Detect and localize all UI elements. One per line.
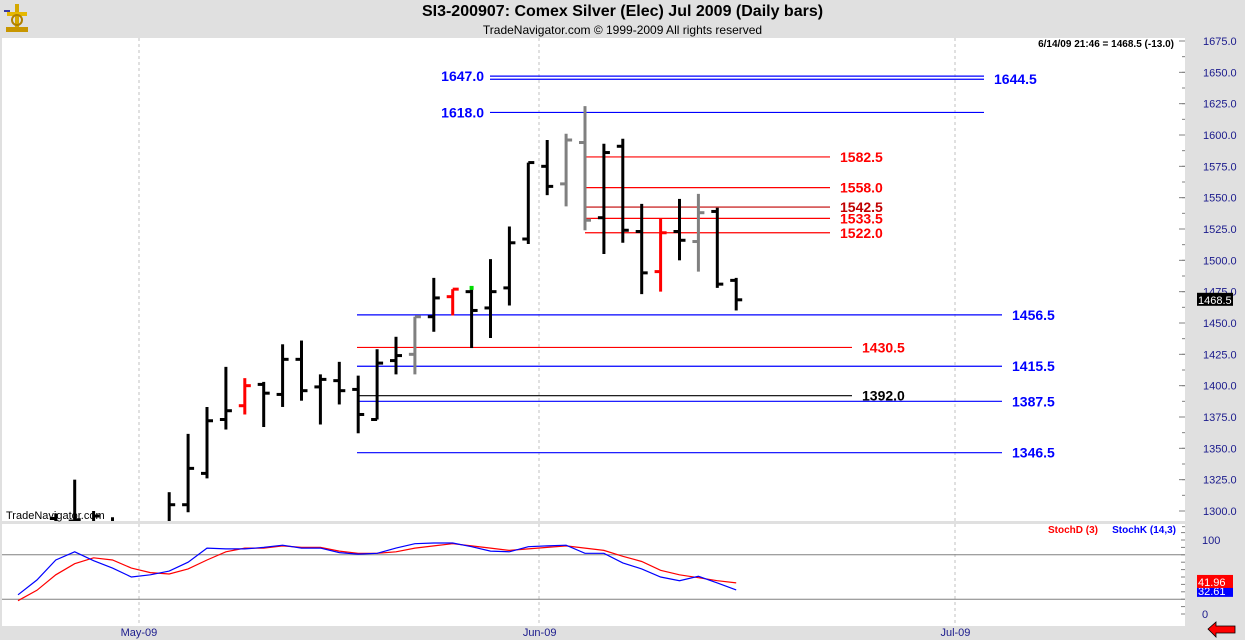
ohlc-bar bbox=[201, 406, 213, 479]
price-tick-label: 1350.0 bbox=[1203, 443, 1237, 455]
price-panel bbox=[2, 38, 1185, 521]
stoch-tick-label: 0 bbox=[1202, 609, 1208, 621]
price-tick-label: 1500.0 bbox=[1203, 255, 1237, 267]
chart-title: SI3-200907: Comex Silver (Elec) Jul 2009… bbox=[421, 3, 824, 20]
level-label: 1542.5 bbox=[840, 199, 883, 215]
level-label: 1644.5 bbox=[994, 71, 1037, 87]
price-tick-label: 1375.0 bbox=[1203, 412, 1237, 424]
ohlc-bar bbox=[692, 193, 705, 272]
chart-header: SI3-200907: Comex Silver (Elec) Jul 2009… bbox=[0, 0, 1245, 38]
price-tick-label: 1300.0 bbox=[1203, 506, 1237, 518]
level-label: 1522.0 bbox=[840, 225, 883, 241]
ohlc-bar bbox=[465, 285, 478, 349]
price-tick-label: 1600.0 bbox=[1203, 130, 1237, 142]
level-label: 1582.5 bbox=[840, 149, 883, 165]
level-label: 1430.5 bbox=[862, 339, 905, 355]
bar-marker bbox=[469, 285, 474, 290]
watermark-text: TradeNavigator.com bbox=[6, 510, 105, 522]
level-label: 1558.0 bbox=[840, 180, 883, 196]
level-label: 1647.0 bbox=[441, 68, 484, 84]
ohlc-bar bbox=[711, 207, 724, 288]
ohlc-bar bbox=[390, 336, 402, 375]
level-label: 1456.5 bbox=[1012, 307, 1055, 323]
ohlc-bar bbox=[446, 287, 459, 316]
level-label: 1618.0 bbox=[441, 104, 484, 120]
copyright-subtitle: TradeNavigator.com © 1999-2009 All right… bbox=[482, 23, 763, 37]
ohlc-bar bbox=[427, 277, 440, 332]
ohlc-bar bbox=[371, 349, 384, 421]
ohlc-bar bbox=[616, 138, 629, 243]
ohlc-bar bbox=[522, 161, 535, 245]
ohlc-bar bbox=[49, 513, 58, 521]
stochk-last-label: 32.61 bbox=[1198, 586, 1226, 598]
ohlc-bar bbox=[182, 433, 195, 513]
level-label: 1392.0 bbox=[862, 388, 905, 404]
legend-stochd: StochD (3) bbox=[1048, 525, 1098, 536]
stoch-panel bbox=[2, 524, 1185, 626]
ohlc-bar bbox=[238, 378, 251, 415]
ohlc-bar bbox=[579, 106, 591, 231]
stochd-badge bbox=[1197, 574, 1233, 588]
level-label: 1346.5 bbox=[1012, 445, 1055, 461]
ohlc-bar bbox=[730, 277, 743, 311]
scroll-left-arrow-icon[interactable] bbox=[1207, 621, 1236, 638]
ohlc-bars bbox=[49, 106, 743, 521]
level-label: 1533.5 bbox=[840, 210, 883, 226]
date-axis-label: May-09 bbox=[121, 627, 158, 639]
price-tick-label: 1400.0 bbox=[1203, 381, 1237, 393]
status-readout: 6/14/09 21:46 = 1468.5 (-13.0) bbox=[1038, 39, 1174, 50]
ohlc-bar bbox=[276, 344, 289, 407]
price-tick-label: 1675.0 bbox=[1203, 36, 1237, 48]
ohlc-bar bbox=[295, 340, 308, 401]
stoch-line-k bbox=[17, 542, 737, 596]
price-tick-label: 1550.0 bbox=[1203, 193, 1237, 205]
price-tick-label: 1425.0 bbox=[1203, 349, 1237, 361]
last-price-label: 1468.5 bbox=[1198, 295, 1232, 307]
last-price-badge bbox=[1197, 292, 1233, 306]
ohlc-bar bbox=[673, 198, 686, 261]
ohlc-bar bbox=[257, 381, 270, 428]
ohlc-bar bbox=[541, 140, 554, 196]
ohlc-bar bbox=[167, 492, 176, 521]
price-tick-label: 1575.0 bbox=[1203, 161, 1237, 173]
price-tick-label: 1325.0 bbox=[1203, 475, 1237, 487]
level-label: 1387.5 bbox=[1012, 393, 1055, 409]
ohlc-bar bbox=[219, 366, 232, 430]
ohlc-bar bbox=[635, 203, 648, 295]
date-axis-label: Jul-09 bbox=[940, 627, 970, 639]
ohlc-bar bbox=[560, 133, 573, 207]
ohlc-bar bbox=[408, 315, 421, 375]
date-axis-label: Jun-09 bbox=[523, 627, 557, 639]
stochd-last-label: 41.96 bbox=[1198, 577, 1226, 589]
ohlc-bar bbox=[484, 259, 497, 339]
trade-navigator-logo-icon bbox=[4, 4, 28, 32]
price-tick-label: 1650.0 bbox=[1203, 67, 1237, 79]
level-label: 1415.5 bbox=[1012, 358, 1055, 374]
ohlc-bar bbox=[314, 374, 327, 425]
price-tick-label: 1625.0 bbox=[1203, 99, 1237, 111]
ohlc-bar bbox=[68, 479, 81, 521]
stoch-tick-label: 100 bbox=[1202, 535, 1220, 547]
price-tick-label: 1450.0 bbox=[1203, 318, 1237, 330]
ohlc-bar bbox=[352, 375, 365, 434]
legend-stochk: StochK (14,3) bbox=[1112, 525, 1176, 536]
ohlc-bar bbox=[333, 361, 346, 405]
ohlc-bar bbox=[654, 218, 667, 292]
ohlc-bar bbox=[597, 143, 610, 255]
ohlc-bar bbox=[503, 226, 516, 306]
price-tick-label: 1525.0 bbox=[1203, 224, 1237, 236]
ohlc-bar bbox=[92, 510, 100, 521]
